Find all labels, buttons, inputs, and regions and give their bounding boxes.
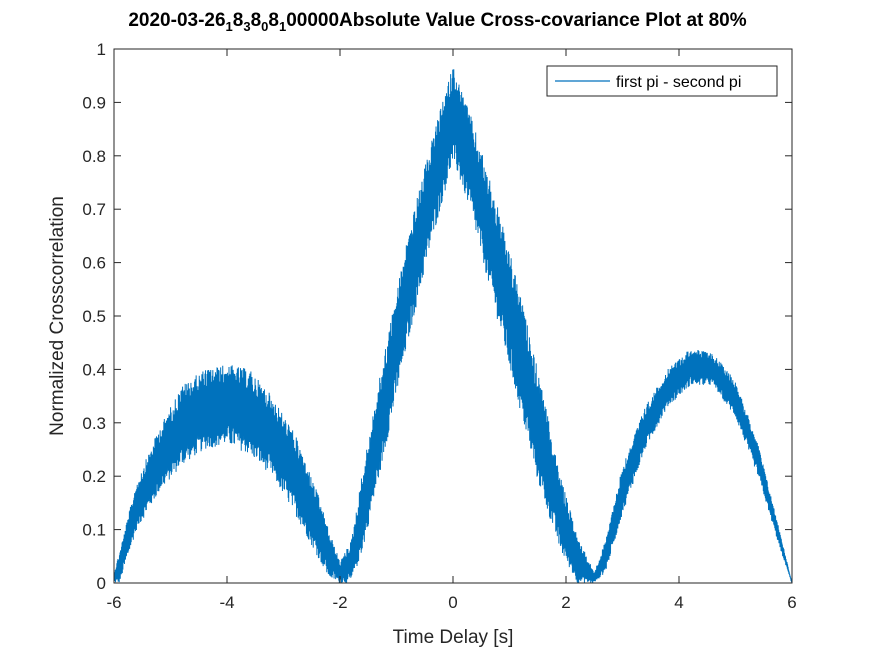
x-axis-label: Time Delay [s] [393, 627, 514, 648]
x-tick-label: -4 [219, 593, 234, 612]
legend-entry-label: first pi - second pi [616, 74, 741, 91]
y-tick-label: 0.3 [82, 414, 106, 433]
x-tick-label: -2 [332, 593, 347, 612]
title-segment: 00000Absolute Value Cross-covariance Plo… [286, 10, 747, 31]
y-tick-label: 0.1 [82, 521, 106, 540]
x-tick-label: 6 [787, 593, 796, 612]
y-tick-label: 0.4 [82, 360, 106, 379]
series-line [113, 69, 793, 584]
y-tick-label: 1 [97, 40, 106, 59]
axes-box [113, 48, 793, 584]
legend: first pi - second pi [546, 65, 778, 97]
title-segment: 0 [261, 19, 269, 34]
y-tick-label: 0.7 [82, 200, 106, 219]
x-tick-label: -6 [106, 593, 121, 612]
y-tick-label: 0 [97, 574, 106, 593]
x-tick-label: 4 [674, 593, 683, 612]
title-segment: 8 [268, 10, 279, 31]
title-segment: 2020-03-26 [128, 10, 226, 31]
title-segment: 1 [278, 19, 287, 34]
title-segment: 8 [232, 10, 244, 31]
ticks-layer: -6 -4 -2 0 2 4 6 0 0.1 0.2 0.3 0.4 0.5 0.6 0.7 0.8 0.9 1 [82, 40, 796, 612]
y-tick-label: 0.8 [82, 147, 106, 166]
title-segment: 3 [243, 19, 251, 34]
series-layer [113, 69, 793, 584]
y-tick-label: 0.5 [82, 307, 106, 326]
title-segment: 1 [225, 19, 233, 34]
y-tick-label: 0.6 [82, 254, 106, 273]
y-axis-label: Normalized Crosscorrelation [47, 196, 68, 436]
x-tick-label: 0 [448, 593, 457, 612]
y-tick-label: 0.2 [82, 467, 106, 486]
x-tick-label: 2 [561, 593, 570, 612]
y-tick-label: 0.9 [82, 93, 106, 112]
title-segment: 8 [250, 10, 262, 31]
chart-title: 2020-03-26183808100000Absolute Value Cro… [0, 10, 875, 34]
